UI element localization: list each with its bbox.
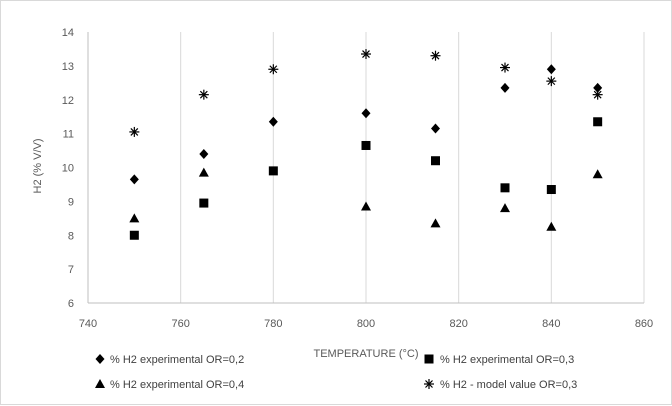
x-axis-label: TEMPERATURE (°C) (313, 348, 418, 360)
y-tick-label: 6 (68, 298, 74, 310)
y-tick-label: 11 (63, 129, 74, 141)
x-tick-label: 800 (357, 318, 375, 330)
legend-item: % H2 experimental OR=0,3 (424, 354, 574, 366)
y-tick-label: 9 (68, 196, 74, 208)
x-tick-labels: 740 760 780 800 820 840 860 (79, 318, 653, 330)
data-point-triangle (430, 218, 441, 228)
legend: % H2 experimental OR=0,2 % H2 experimenta… (95, 354, 577, 391)
x-tick-label: 820 (449, 318, 467, 330)
y-tick-label: 8 (68, 230, 74, 242)
data-point-diamond (361, 108, 371, 119)
data-point-diamond (546, 64, 556, 75)
data-point-triangle (361, 201, 371, 211)
data-point-square (129, 230, 139, 240)
data-point-square (431, 156, 440, 166)
x-tick-label: 780 (264, 318, 282, 330)
legend-marker-asterisk (424, 379, 434, 389)
legend-label: % H2 experimental OR=0,2 (110, 354, 244, 366)
data-point-asterisk (546, 76, 557, 87)
data-point-diamond (500, 82, 510, 93)
data-point-diamond (129, 174, 139, 185)
y-tick-label: 10 (62, 163, 74, 175)
legend-marker-square (424, 354, 434, 364)
y-tick-label: 14 (62, 27, 74, 39)
data-point-triangle (592, 169, 603, 179)
data-point-square (500, 183, 510, 193)
data-point-diamond (268, 116, 278, 127)
data-point-triangle (198, 167, 209, 177)
data-point-triangle (500, 203, 510, 213)
data-point-diamond (431, 123, 440, 134)
data-point-asterisk (268, 64, 279, 75)
data-point-triangle (546, 221, 557, 231)
data-point-square (199, 198, 209, 208)
x-tick-label: 740 (79, 318, 97, 330)
axes (87, 32, 644, 304)
data-point-asterisk (430, 50, 441, 61)
y-axis-label: H2 (% V/V) (32, 138, 44, 193)
legend-item: % H2 experimental OR=0,4 (95, 379, 244, 391)
data-point-asterisk (592, 89, 603, 100)
gridlines (87, 32, 645, 303)
legend-item: % H2 experimental OR=0,2 (95, 354, 244, 366)
legend-item: % H2 - model value OR=0,3 (424, 379, 577, 391)
data-point-square (361, 140, 371, 150)
legend-label: % H2 experimental OR=0,3 (440, 354, 574, 366)
y-tick-label: 7 (68, 264, 74, 276)
data-point-square (593, 117, 603, 127)
data-point-asterisk (500, 62, 510, 73)
data-point-square (268, 166, 278, 176)
legend-label: % H2 experimental OR=0,4 (110, 379, 244, 391)
x-tick-label: 860 (635, 318, 653, 330)
data-point-diamond (593, 82, 603, 93)
data-point-square (546, 185, 556, 195)
y-tick-label: 12 (62, 95, 74, 107)
data-point-asterisk (129, 126, 140, 137)
y-tick-label: 13 (62, 61, 74, 73)
data-point-triangle (129, 213, 140, 223)
data-point-diamond (199, 148, 209, 159)
data-point-asterisk (361, 49, 371, 60)
legend-marker-diamond (95, 354, 105, 364)
legend-label: % H2 - model value OR=0,3 (440, 379, 577, 391)
data-points (129, 49, 603, 240)
data-point-asterisk (198, 89, 209, 100)
y-tick-labels: 6 7 8 9 10 11 12 13 14 (62, 27, 74, 310)
x-tick-label: 760 (171, 318, 189, 330)
legend-marker-triangle (95, 379, 105, 388)
x-tick-label: 840 (542, 318, 560, 330)
